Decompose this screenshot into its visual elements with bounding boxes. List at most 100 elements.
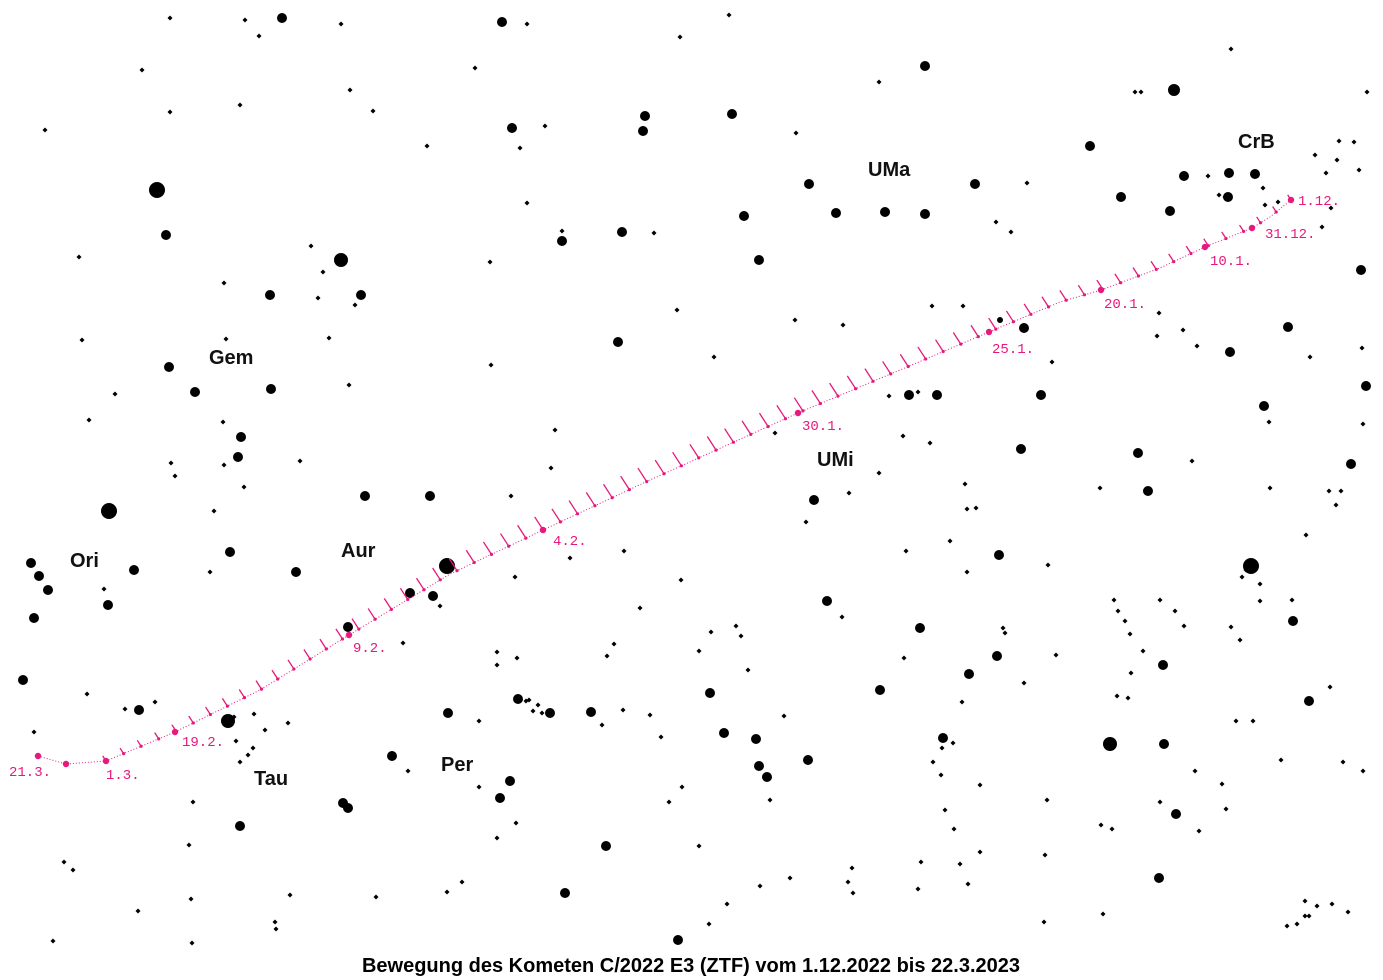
comet-daily-mark <box>882 361 893 376</box>
faint-star <box>76 254 82 260</box>
comet-daily-mark <box>221 697 229 708</box>
star <box>26 558 36 568</box>
faint-star <box>233 738 239 744</box>
star <box>880 207 890 217</box>
faint-star <box>250 745 256 751</box>
faint-star <box>1180 327 1186 333</box>
comet-daily-mark <box>482 541 494 557</box>
comet-position <box>645 480 649 484</box>
comet-daily-mark <box>706 436 718 452</box>
faint-star <box>1336 138 1342 144</box>
star <box>343 622 353 632</box>
star <box>1346 459 1356 469</box>
comet-daily-mark <box>154 732 161 741</box>
comet-position <box>308 657 312 661</box>
faint-star <box>886 393 892 399</box>
star <box>809 495 819 505</box>
star <box>719 728 729 738</box>
comet-position <box>406 597 410 602</box>
comet-tail <box>829 382 839 397</box>
comet-position <box>714 448 718 452</box>
faint-star <box>315 295 321 301</box>
comet-tail <box>335 628 344 640</box>
comet-tail <box>689 443 700 459</box>
faint-star <box>1223 806 1229 812</box>
star <box>938 733 948 743</box>
faint-star <box>326 335 332 341</box>
faint-star <box>1302 898 1308 904</box>
faint-star <box>338 21 344 27</box>
faint-star <box>86 417 92 423</box>
star <box>291 567 301 577</box>
comet-tail <box>724 428 734 443</box>
faint-star <box>965 881 971 887</box>
comet-daily-mark <box>238 689 247 700</box>
comet-daily-mark <box>935 339 945 354</box>
comet-position <box>801 409 805 413</box>
comet-daily-mark <box>517 524 528 540</box>
comet-tail <box>255 680 263 690</box>
star <box>1283 322 1293 332</box>
faint-star <box>245 752 251 758</box>
comet-tail <box>568 500 579 515</box>
faint-star <box>285 720 291 726</box>
star <box>134 705 144 715</box>
faint-star <box>1338 488 1344 494</box>
faint-star <box>930 759 936 765</box>
faint-star <box>1257 581 1263 587</box>
star <box>236 432 246 442</box>
comet-tail <box>776 405 787 420</box>
comet-date-marker <box>102 757 110 765</box>
comet-tail <box>287 659 295 670</box>
star <box>557 236 567 246</box>
comet-position <box>1082 293 1087 297</box>
comet-tail <box>1114 273 1122 284</box>
comet-position <box>225 704 229 708</box>
comet-position <box>662 472 666 476</box>
comet-date-marker <box>1287 196 1295 204</box>
faint-star <box>514 655 520 661</box>
faint-star <box>1098 822 1104 828</box>
comet-date-marker <box>1248 224 1256 232</box>
comet-daily-mark <box>1272 206 1278 214</box>
faint-star <box>262 727 268 733</box>
constellation-label-umi: UMi <box>817 449 854 471</box>
faint-star <box>620 707 626 713</box>
comet-daily-mark <box>1221 231 1228 241</box>
comet-position <box>1224 236 1228 241</box>
faint-star <box>167 109 173 115</box>
comet-position <box>731 440 736 444</box>
comet-daily-mark <box>741 420 753 436</box>
faint-star <box>1008 229 1014 235</box>
faint-star <box>552 427 558 433</box>
faint-star <box>733 623 739 629</box>
faint-star <box>352 302 358 308</box>
faint-star <box>1157 597 1163 603</box>
comet-tail <box>637 467 648 482</box>
faint-star <box>706 921 712 927</box>
comet-daily-mark <box>654 459 666 476</box>
star <box>1259 401 1269 411</box>
comet-date-labels: 1.12. 31.12. 10.1. 20.1. 25.1. 30.1. 4.2… <box>9 194 1340 784</box>
faint-star <box>221 462 227 468</box>
faint-star <box>973 505 979 511</box>
comet-tail <box>482 541 493 555</box>
faint-star <box>1345 909 1351 915</box>
faint-star <box>1002 630 1008 636</box>
faint-star <box>548 465 554 471</box>
star <box>822 596 832 606</box>
comet-position <box>1189 251 1193 256</box>
star <box>932 390 942 400</box>
star <box>343 803 353 813</box>
date-label-31-12: 31.12. <box>1265 227 1315 243</box>
comet-path <box>34 194 1295 768</box>
chart-caption: Bewegung des Kometen C/2022 E3 (ZTF) vom… <box>362 955 1020 977</box>
faint-star <box>308 243 314 249</box>
comet-daily-mark <box>1023 303 1033 316</box>
comet-tail <box>1150 260 1157 270</box>
date-label-20-1: 20.1. <box>1104 297 1146 313</box>
faint-star <box>787 875 793 881</box>
star <box>439 558 455 574</box>
star <box>190 387 200 397</box>
